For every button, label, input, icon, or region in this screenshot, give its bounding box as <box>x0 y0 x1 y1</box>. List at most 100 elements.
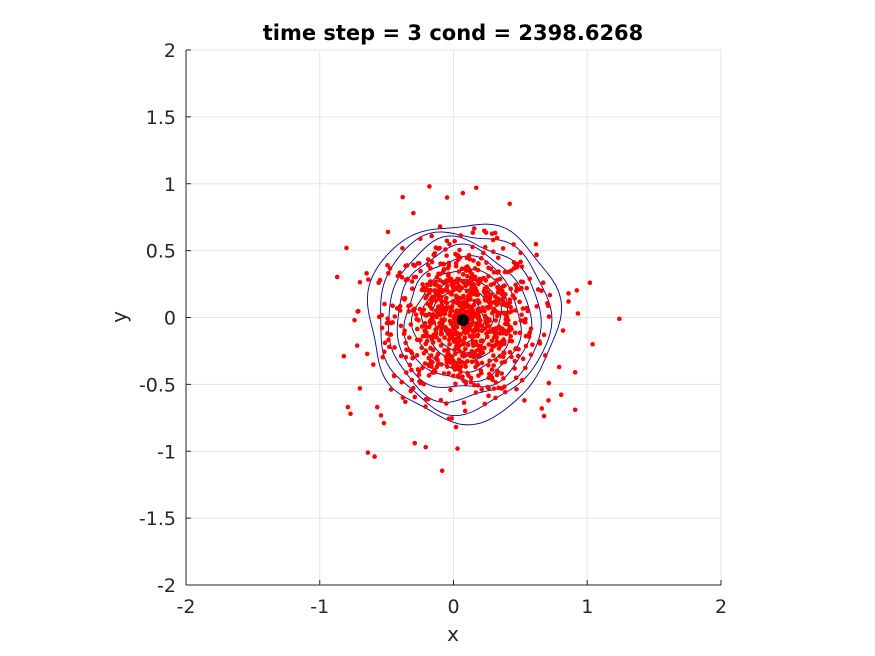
data-point <box>486 324 492 329</box>
data-point <box>523 365 528 371</box>
data-point <box>417 379 422 384</box>
data-point <box>456 257 461 263</box>
data-point <box>429 306 434 311</box>
data-point <box>441 261 447 267</box>
data-point <box>517 299 522 305</box>
data-point <box>547 292 553 298</box>
data-point <box>449 304 455 309</box>
data-point <box>513 375 519 381</box>
data-point <box>436 337 442 343</box>
data-point <box>403 277 409 283</box>
data-point <box>483 230 489 235</box>
data-point <box>468 275 474 281</box>
data-point <box>423 404 428 409</box>
data-point <box>444 295 449 301</box>
data-point <box>512 330 518 336</box>
data-point <box>407 362 413 368</box>
scatter-points <box>334 184 622 474</box>
data-point <box>480 350 486 355</box>
data-point <box>497 276 503 282</box>
data-point <box>542 353 548 358</box>
data-point <box>371 362 376 367</box>
data-point <box>411 210 416 216</box>
data-point <box>501 299 507 305</box>
data-point <box>398 323 404 329</box>
data-point <box>456 357 462 363</box>
data-point <box>491 270 497 275</box>
data-point <box>502 269 508 275</box>
data-point <box>490 377 495 383</box>
data-point <box>503 292 508 297</box>
data-point <box>537 341 543 346</box>
data-point <box>472 382 477 388</box>
data-point <box>479 328 485 334</box>
data-point <box>478 255 484 261</box>
data-point <box>437 287 442 292</box>
data-point <box>395 273 401 279</box>
data-point <box>509 354 514 360</box>
data-point <box>467 352 473 358</box>
data-point <box>499 291 505 297</box>
data-point <box>387 344 392 350</box>
data-point <box>540 280 546 285</box>
data-point <box>499 386 505 391</box>
data-point <box>515 353 521 359</box>
data-point <box>558 392 564 398</box>
data-point <box>422 361 428 366</box>
data-point <box>461 293 466 299</box>
data-point <box>455 286 461 292</box>
data-point <box>470 244 475 250</box>
data-point <box>439 298 444 304</box>
data-point <box>429 259 435 265</box>
data-point <box>473 324 479 329</box>
data-point <box>519 378 525 383</box>
data-point <box>437 224 443 229</box>
data-point <box>494 335 500 340</box>
data-point <box>477 319 482 325</box>
data-point <box>427 290 432 296</box>
data-point <box>518 259 523 265</box>
data-point <box>510 293 516 298</box>
data-point <box>590 341 595 347</box>
data-point <box>437 277 443 283</box>
data-point <box>364 271 369 276</box>
data-point <box>507 201 512 207</box>
data-point <box>443 299 448 304</box>
data-point <box>345 404 351 410</box>
data-point <box>465 309 471 314</box>
data-point <box>475 383 481 388</box>
contour-line <box>403 255 522 383</box>
data-point <box>500 246 506 251</box>
data-point <box>453 424 459 430</box>
y-ticks: -2 -1.5 -1 -0.5 0 0.5 1 1.5 2 <box>139 40 191 597</box>
data-point <box>491 363 496 368</box>
data-point <box>462 330 468 335</box>
data-point <box>365 450 371 455</box>
data-point <box>425 397 431 402</box>
data-point <box>442 317 447 323</box>
data-point <box>528 326 534 331</box>
data-point <box>456 269 462 274</box>
data-point <box>587 280 593 286</box>
data-point <box>446 370 451 376</box>
data-point <box>386 337 391 343</box>
data-point <box>444 253 449 258</box>
data-point <box>384 320 390 326</box>
data-point <box>459 266 465 272</box>
data-point <box>385 331 390 336</box>
data-point <box>508 324 513 330</box>
x-ticks: -2 -1 0 1 2 <box>177 580 727 618</box>
data-point <box>464 298 469 303</box>
data-point <box>541 413 547 419</box>
data-point <box>511 266 517 271</box>
data-point <box>453 381 458 387</box>
data-point <box>475 315 480 320</box>
data-point <box>414 316 420 322</box>
data-point <box>378 413 384 418</box>
data-point <box>465 279 470 284</box>
data-point <box>461 353 467 358</box>
data-point <box>438 343 444 348</box>
data-point <box>390 320 395 325</box>
data-point <box>348 411 353 417</box>
data-point <box>443 247 448 252</box>
